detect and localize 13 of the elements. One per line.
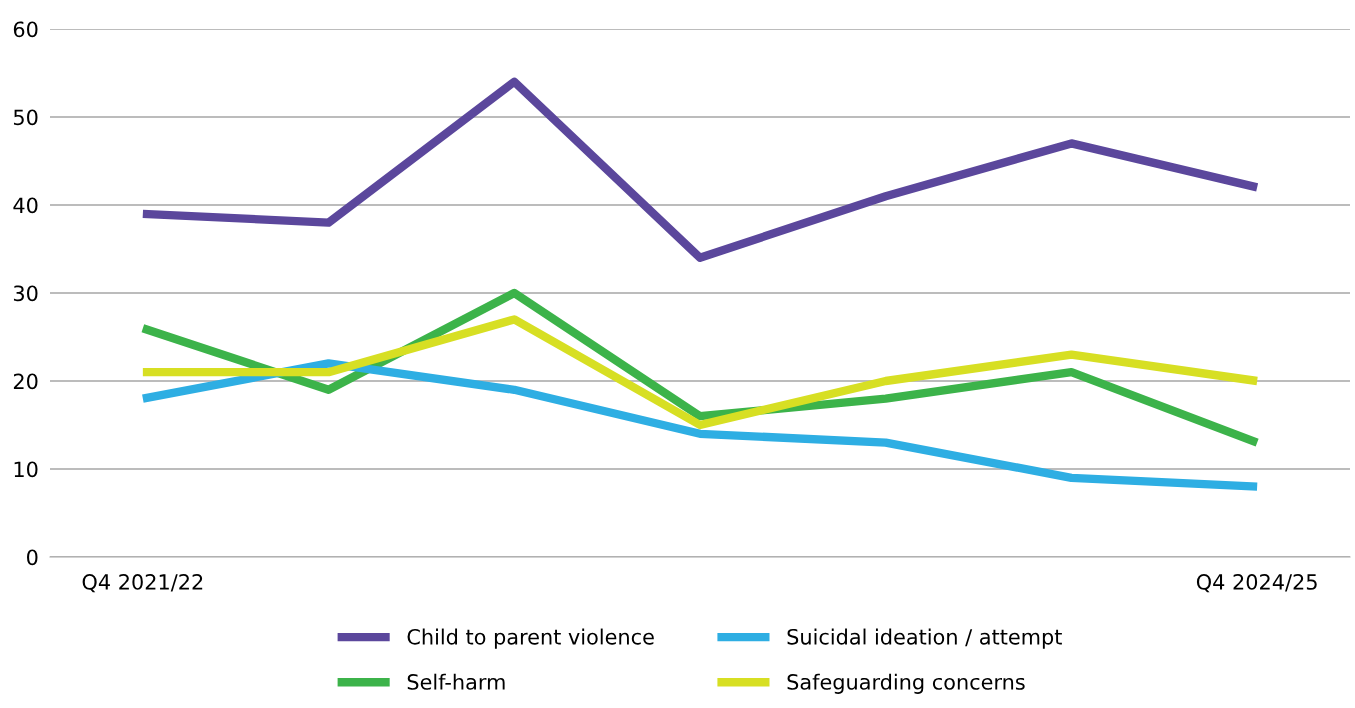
y-tick-label: 10 — [14, 461, 38, 478]
legend-label: Child to parent violence — [407, 628, 654, 649]
x-tick-label: Q4 2024/25 — [1196, 574, 1317, 593]
legend-label: Suicidal ideation / attempt — [787, 628, 1062, 649]
y-tick-label: 60 — [13, 21, 38, 38]
y-tick-label: 40 — [13, 197, 38, 214]
y-tick-label: 0 — [27, 549, 38, 566]
y-tick-label: 30 — [13, 285, 38, 302]
legend-label: Self-harm — [407, 673, 505, 690]
y-tick-label: 50 — [13, 109, 38, 126]
y-tick-label: 20 — [13, 373, 38, 390]
legend-label: Safeguarding concerns — [787, 673, 1025, 694]
x-tick-label: Q4 2021/22 — [82, 574, 203, 593]
